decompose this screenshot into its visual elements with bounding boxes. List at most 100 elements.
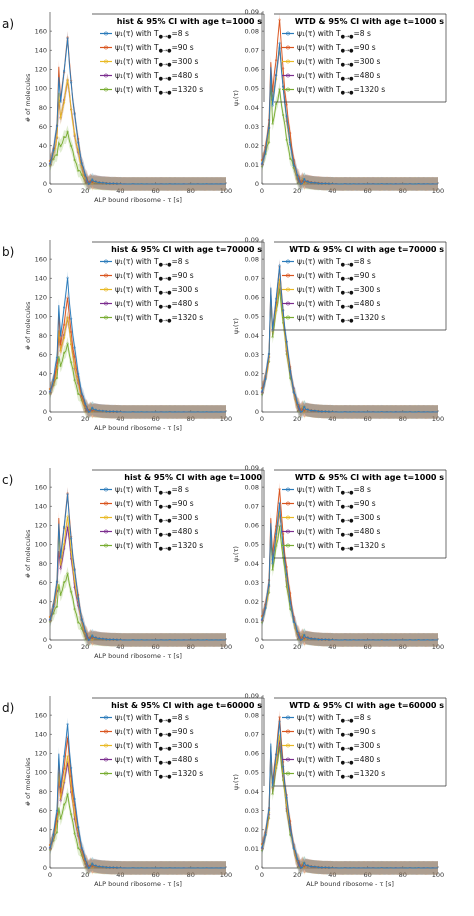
legend-marker [286, 771, 290, 776]
chart-title: hist & 95% CI with age t=1000 [124, 473, 262, 482]
series-marker [260, 619, 264, 622]
series-marker [278, 87, 281, 91]
y-tick-label: 100 [35, 313, 47, 321]
x-axis-label: ALP bound ribosome - τ [s] [94, 880, 182, 888]
series-marker [271, 329, 274, 332]
x-tick-label: 80 [187, 415, 195, 423]
series-marker [66, 37, 69, 40]
series-marker [260, 846, 264, 849]
x-tick-label: 60 [151, 871, 159, 879]
series-marker [101, 637, 104, 640]
y-tick-label: 0.03 [245, 123, 259, 131]
legend-entry: ψ₁(τ) with T●→●=480 s [115, 71, 198, 82]
x-tick-label: 80 [399, 187, 407, 195]
legend-marker [286, 59, 290, 64]
series-marker [73, 832, 76, 835]
series-marker [324, 638, 327, 641]
x-tick-label: 100 [432, 871, 444, 879]
y-tick-label: 100 [35, 541, 47, 549]
legend-entry: ψ₁(τ) with T●→●=1320 s [115, 85, 203, 96]
y-axis-label: # of molecules [24, 301, 32, 350]
panel-label: b) [2, 245, 14, 259]
series-marker [48, 846, 52, 849]
series-marker [105, 866, 108, 869]
y-axis-label: ψ₁(τ) [232, 546, 240, 562]
x-axis-label: ALP bound ribosome - τ [s] [94, 652, 182, 660]
y-tick-label: 0.03 [245, 351, 259, 359]
legend-entry: ψ₁(τ) with T●→●=480 s [297, 71, 380, 82]
x-tick-label: 80 [399, 415, 407, 423]
legend-marker [286, 301, 290, 306]
series-marker [80, 618, 83, 621]
series-line-1 [261, 43, 438, 185]
y-tick-label: 60 [39, 123, 47, 131]
x-tick-label: 100 [220, 187, 232, 195]
series-marker [77, 148, 80, 152]
series-marker [73, 133, 76, 136]
legend-marker [104, 487, 108, 492]
y-tick-label: 60 [39, 807, 47, 815]
series-marker [73, 608, 76, 611]
chart-1: a) 0 20 40 60 80 100 120 140 160 0 20 40 60 80 100 ALP b… [2, 12, 265, 204]
series-marker [282, 765, 285, 768]
series-marker [296, 173, 299, 177]
series-marker [91, 634, 94, 637]
series-marker [260, 849, 264, 852]
legend-entry: ψ₁(τ) with T●→●=8 s [297, 257, 371, 268]
series-marker [292, 620, 295, 624]
legend-marker [104, 301, 108, 306]
y-tick-label: 0 [255, 180, 259, 188]
legend-entry: ψ₁(τ) with T●→●=90 s [115, 271, 194, 282]
chart-title: hist & 95% CI with age t=60000 s [111, 701, 262, 710]
series-marker [115, 866, 118, 869]
series-marker [66, 276, 69, 279]
legend-entry: ψ₁(τ) with T●→●=300 s [297, 741, 380, 752]
series-marker [317, 410, 320, 413]
ci-band-4 [262, 733, 438, 875]
legend: hist & 95% CI with age t=70000 s ψ₁(τ) wi… [92, 241, 265, 330]
series-marker [112, 866, 115, 869]
series-marker [84, 857, 87, 861]
series-marker [112, 410, 115, 413]
series-marker [66, 723, 69, 726]
series-marker [87, 182, 90, 186]
series-marker [303, 865, 306, 868]
legend-entry: ψ₁(τ) with T●→●=1320 s [297, 85, 385, 96]
series-marker [73, 379, 76, 382]
series-marker [52, 612, 55, 615]
series-marker [274, 102, 278, 106]
series-marker [313, 181, 316, 184]
x-axis-label: ALP bound ribosome - τ [s] [306, 880, 394, 888]
series-line-2 [261, 489, 439, 642]
series-marker [313, 865, 316, 868]
series-line-1 [261, 503, 438, 641]
series-marker [66, 493, 69, 496]
series-marker [260, 621, 264, 624]
ci-band-5 [262, 74, 438, 191]
series-line-4 [261, 280, 438, 413]
series-marker [59, 343, 62, 347]
series-marker [115, 410, 118, 413]
series-marker [278, 524, 281, 527]
series-marker [324, 410, 327, 413]
legend-entry: ψ₁(τ) with T●→●=480 s [115, 755, 198, 766]
series-marker [267, 141, 271, 144]
series-marker [105, 410, 108, 413]
x-tick-label: 60 [151, 187, 159, 195]
series-marker [289, 600, 292, 603]
y-tick-label: 120 [35, 66, 47, 74]
series-marker [55, 580, 59, 584]
series-marker [66, 130, 69, 133]
series-marker [289, 143, 292, 146]
y-tick-label: 80 [39, 560, 47, 568]
y-tick-label: 20 [39, 617, 47, 625]
x-tick-label: 40 [116, 871, 124, 879]
x-tick-label: 100 [220, 643, 232, 651]
x-tick-label: 20 [81, 871, 89, 879]
legend: WTD & 95% CI with age t=1000 s ψ₁(τ) with… [274, 13, 447, 103]
series-marker [80, 162, 83, 165]
legend-marker [286, 31, 290, 36]
legend-entry: ψ₁(τ) with T●→●=300 s [115, 513, 198, 524]
y-tick-label: 40 [39, 826, 47, 834]
series-marker [264, 833, 267, 837]
